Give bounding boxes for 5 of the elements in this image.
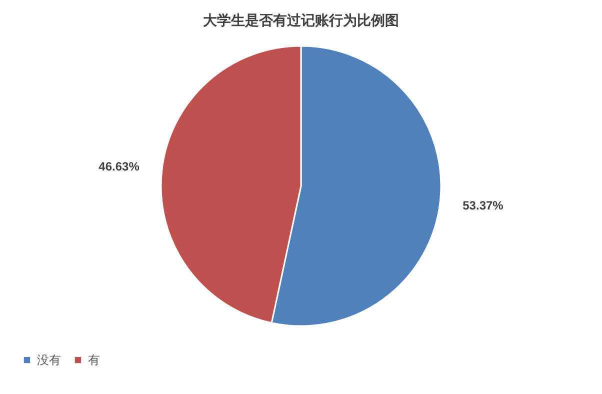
chart-title: 大学生是否有过记账行为比例图 [203,12,399,28]
data-label: 53.37% [462,198,504,212]
legend-label: 没有 [37,353,61,368]
legend-label: 有 [88,353,100,368]
data-label: 46.63% [98,160,140,174]
